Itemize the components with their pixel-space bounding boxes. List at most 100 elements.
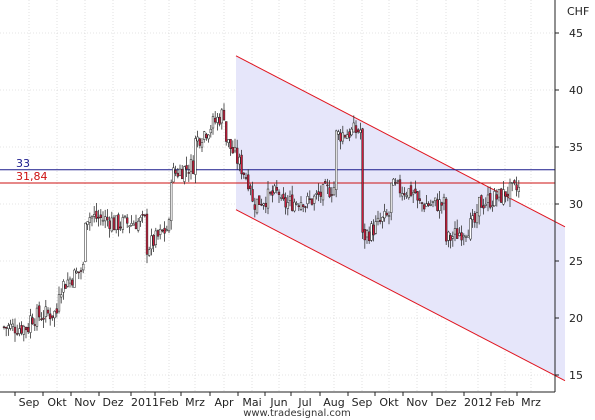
candle-body: [203, 131, 206, 140]
candle-body: [121, 217, 124, 230]
candle-body: [464, 235, 468, 238]
candle-body: [167, 219, 171, 232]
candle-body: [178, 168, 182, 176]
candle-body: [172, 167, 175, 183]
candle-body: [189, 159, 193, 172]
candle-body: [40, 318, 43, 321]
candle-body: [95, 210, 98, 219]
candle-body: [255, 198, 259, 214]
candle-body: [475, 212, 479, 224]
candle-body: [22, 326, 25, 335]
candle-body: [20, 325, 23, 334]
candle-body: [27, 326, 30, 333]
candle-body: [266, 188, 270, 209]
candle-body: [145, 213, 149, 255]
y-tick-label: 25: [569, 255, 583, 268]
y-tick-label: 15: [569, 369, 583, 382]
candle-body: [291, 194, 294, 211]
candle-body: [57, 294, 61, 312]
candle-body: [229, 138, 232, 149]
candle-body: [211, 116, 215, 129]
y-tick-label: 35: [569, 141, 583, 154]
candle-body: [244, 177, 248, 179]
candle-body: [170, 182, 173, 221]
candle-body: [200, 142, 204, 148]
candle-body: [398, 179, 402, 194]
candle-body: [194, 138, 197, 175]
candle-body: [284, 197, 287, 208]
candle-body: [46, 309, 50, 314]
candle-body: [238, 156, 241, 165]
candle-body: [247, 174, 250, 190]
candle-body: [295, 203, 298, 205]
candle-body: [504, 191, 507, 197]
candle-body: [271, 190, 274, 196]
x-axis-ticks: Sep Okt Nov Dez 2011 Feb Mrz Apr Mai Jun Jul Aug Sep…: [14, 392, 541, 409]
candle-body: [478, 196, 481, 217]
candle-body: [453, 228, 457, 235]
candle-body: [150, 235, 153, 250]
candle-body: [299, 202, 303, 210]
candle-body: [222, 109, 226, 121]
candle-body: [176, 172, 179, 177]
candles: [2, 103, 520, 342]
x-tick-label: Apr: [214, 396, 234, 409]
x-tick-label: 2011: [131, 396, 159, 409]
candle-body: [141, 214, 144, 216]
candle-body: [493, 191, 496, 207]
trend-channel-lower-line: [235, 209, 566, 382]
x-tick-label: Feb: [159, 396, 178, 409]
candle-body: [339, 132, 342, 142]
candle-body: [71, 279, 74, 286]
x-tick-label: Mrz: [185, 396, 205, 409]
watermark-text: www.tradesignal.com: [243, 408, 351, 419]
candle-body: [326, 184, 329, 187]
x-tick-label: Aug: [323, 396, 344, 409]
candle-body: [192, 160, 195, 174]
candle-body: [293, 201, 296, 212]
candle-body: [317, 191, 320, 195]
candle-body: [365, 230, 369, 238]
candle-body: [431, 201, 435, 203]
candle-body: [79, 270, 83, 272]
candle-body: [29, 315, 32, 333]
candle-body: [346, 134, 349, 139]
candle-body: [368, 231, 371, 242]
candle-body: [313, 195, 316, 204]
candle-body: [106, 216, 109, 221]
candle-body: [310, 198, 314, 205]
candle-body: [99, 214, 102, 219]
candle-body: [117, 214, 120, 230]
candle-body: [77, 271, 80, 274]
candle-body: [379, 220, 382, 222]
candle-body: [143, 214, 146, 217]
candle-body: [434, 197, 437, 201]
candle-body: [66, 279, 69, 287]
candle-body: [128, 225, 131, 228]
candle-body: [82, 263, 85, 271]
candle-body: [517, 186, 520, 192]
x-tick-label: Nov: [74, 396, 96, 409]
candle-body: [484, 203, 487, 206]
candle-body: [359, 129, 362, 133]
candle-body: [506, 193, 509, 197]
candle-body: [218, 116, 221, 125]
candle-body: [361, 128, 364, 233]
x-tick-label: Mai: [242, 396, 261, 409]
candle-body: [438, 199, 441, 211]
y-tick-label: 45: [569, 27, 583, 40]
candle-body: [280, 197, 283, 199]
candle-body: [350, 128, 353, 136]
candle-body: [374, 221, 377, 234]
candle-body: [407, 188, 410, 199]
candle-body: [236, 147, 239, 164]
candle-body: [394, 182, 397, 184]
candle-body: [233, 147, 237, 152]
candle-body: [462, 235, 465, 238]
x-tick-label: Jun: [269, 396, 287, 409]
candle-body: [315, 193, 318, 195]
candle-body: [163, 227, 166, 234]
x-tick-label: Dez: [435, 396, 456, 409]
candle-body: [55, 308, 58, 314]
candle-body: [174, 169, 177, 174]
